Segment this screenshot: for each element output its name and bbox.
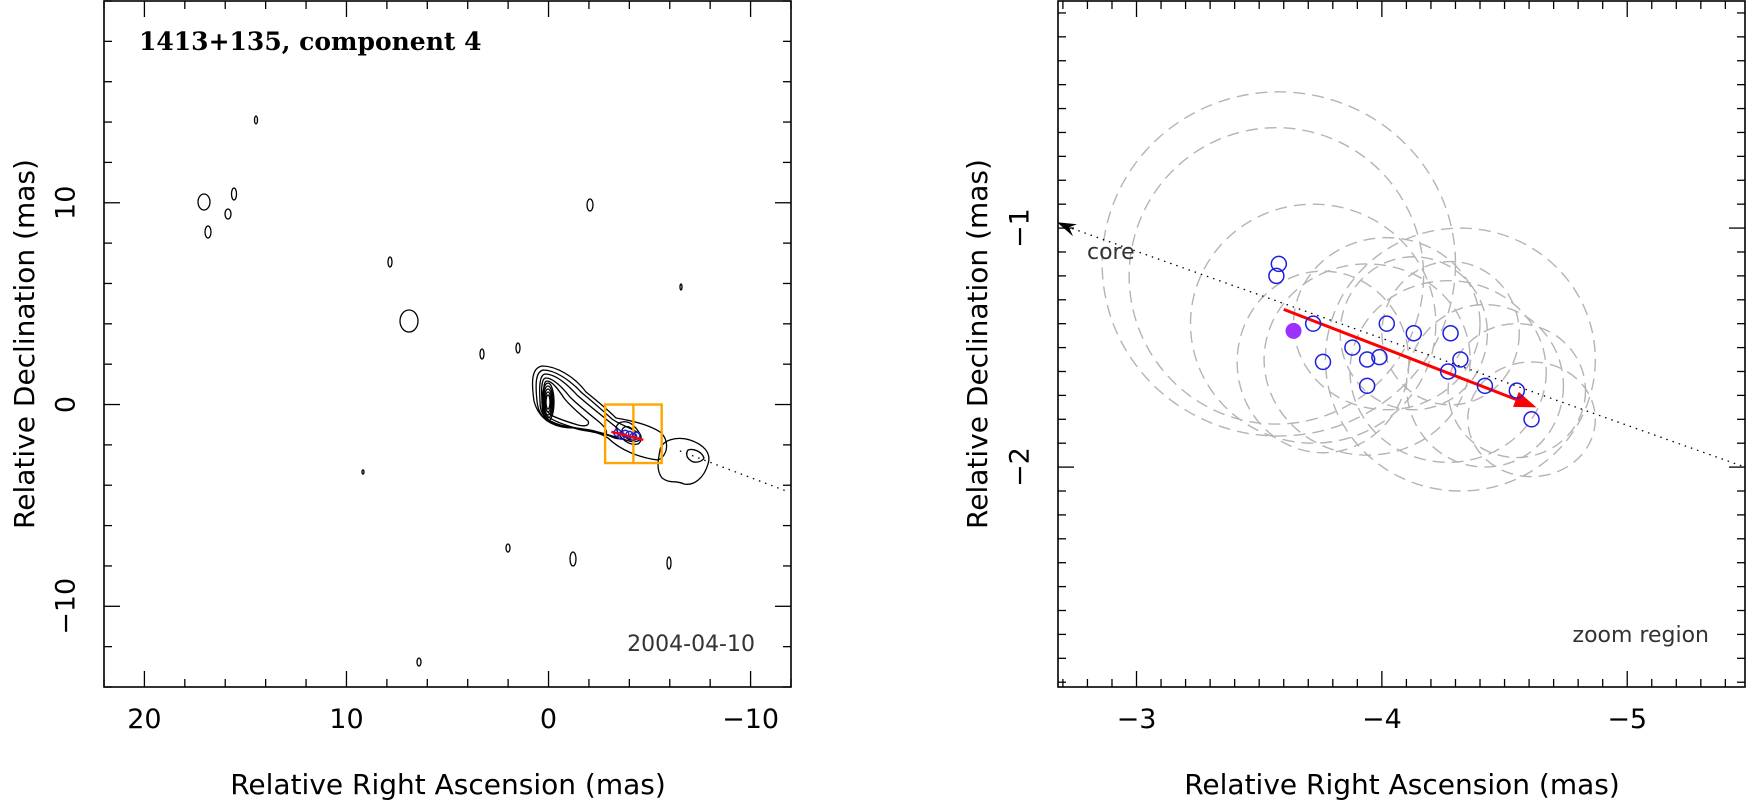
right-x-tick-label: −5 [1607,704,1647,735]
right-y-axis-label: Relative Declination (mas) [961,159,994,529]
right-plot-frame [1057,0,1746,688]
right-y-tick-label: −1 [1005,208,1036,248]
noise-contour [197,193,211,211]
contour-level-6 [541,382,555,422]
left-x-tick-label: 20 [127,704,161,735]
component-position-marker [1378,315,1396,332]
right-x-tick-label: −4 [1362,704,1402,735]
left-x-tick-label: 10 [329,704,363,735]
component-position-marker [1358,377,1376,395]
noise-contour [666,556,672,570]
left-x-ticks: 20 10 0 −10 [103,1,792,735]
left-y-ticks: 10 0 −10 [51,0,791,688]
component-position-marker [1268,267,1285,285]
contour-level-1 [531,365,668,461]
motion-vector [1283,307,1537,408]
noise-contour [204,225,212,239]
left-y-tick-label: 10 [51,186,82,220]
noise-contour [569,551,577,567]
left-plot-title: 1413+135, component 4 [139,27,482,56]
fit-ellipse [1349,279,1547,464]
noise-contour [224,208,232,220]
fit-uncertainty-ellipses [1101,91,1597,492]
contour-level-8 [543,388,553,416]
right-x-ticks: −3 −4 −5 [1062,1,1727,735]
component-position-marker [1442,324,1459,342]
noise-contour [679,283,683,291]
fit-ellipse [1189,203,1437,444]
noise-contour [253,115,259,125]
outer-blob-contour [657,437,710,485]
component-position-marker [1508,382,1526,399]
noise-contour [479,348,485,360]
core-direction-arrow [1057,222,1077,237]
component-position-marker [1314,353,1332,371]
noise-contour [387,256,393,268]
left-y-axis-label: Relative Declination (mas) [8,159,41,529]
contour-map [197,115,710,667]
component-positions [1268,255,1540,428]
noise-contour [230,187,238,201]
contour-level-7 [542,385,554,419]
fit-ellipse [1236,270,1410,454]
component-position-marker [1405,324,1423,342]
component-position-marker [1476,377,1494,395]
core-arrowhead [1057,222,1077,237]
component-position-marker [1439,363,1457,380]
component-position-marker [1452,351,1469,368]
fit-ellipse [1339,256,1489,411]
contour-level-9 [544,391,552,413]
contour-level-10 [545,394,551,410]
right-x-tick-label: −3 [1117,704,1157,735]
left-ridge-line [679,450,788,492]
noise-contour [399,309,419,333]
fit-ellipse [1263,263,1471,456]
left-x-axis-label: Relative Right Ascension (mas) [230,768,666,801]
left-panel: 20 10 0 −10 10 0 −10 [8,0,792,801]
left-y-tick-label: −10 [51,578,82,635]
component-position-marker [1523,411,1540,428]
left-y-tick-label: 0 [51,396,82,413]
outer-blob-inner-contour [686,448,705,463]
core-label: core [1087,240,1135,265]
zoom-region-label: zoom region [1573,623,1709,648]
right-ridge-line [1065,225,1746,468]
component-fit-vector [611,430,644,441]
component-position-marker [1304,315,1322,332]
fit-ellipse [1324,227,1597,492]
motion-vector-head [1513,391,1537,408]
right-y-ticks: −1 −2 [1005,12,1745,683]
right-y-tick-label: −2 [1005,447,1036,487]
core-contours [531,365,710,485]
fit-ellipse [1447,322,1587,459]
noise-contour [416,657,422,667]
left-x-tick-label: 0 [540,704,557,735]
fit-ellipse [1101,91,1457,437]
left-x-tick-label: −10 [722,704,779,735]
noise-contour [505,543,511,553]
highlighted-position-marker [1285,322,1302,339]
fit-ellipse [1467,361,1597,478]
noise-contour [515,342,521,354]
right-panel: −3 −4 −5 −1 −2 core zoom region Relative Ri… [961,0,1746,801]
component-fit-marker [611,428,644,441]
component-position-marker [1344,339,1361,356]
right-x-axis-label: Relative Right Ascension (mas) [1184,768,1620,801]
fit-ellipse [1381,260,1520,406]
component-position-marker [1358,351,1376,368]
fit-ellipse [1292,236,1481,411]
component-position-marker [1371,348,1388,366]
component-position-marker [1270,255,1288,273]
noise-contour [361,469,365,475]
observation-date-label: 2004-04-10 [627,632,755,657]
fit-ellipse [1405,303,1565,468]
noise-contour [586,198,594,212]
component-fit-circle [632,431,641,440]
noise-contours [197,115,683,667]
left-plot-frame [103,0,792,688]
fit-ellipse [1128,126,1425,425]
